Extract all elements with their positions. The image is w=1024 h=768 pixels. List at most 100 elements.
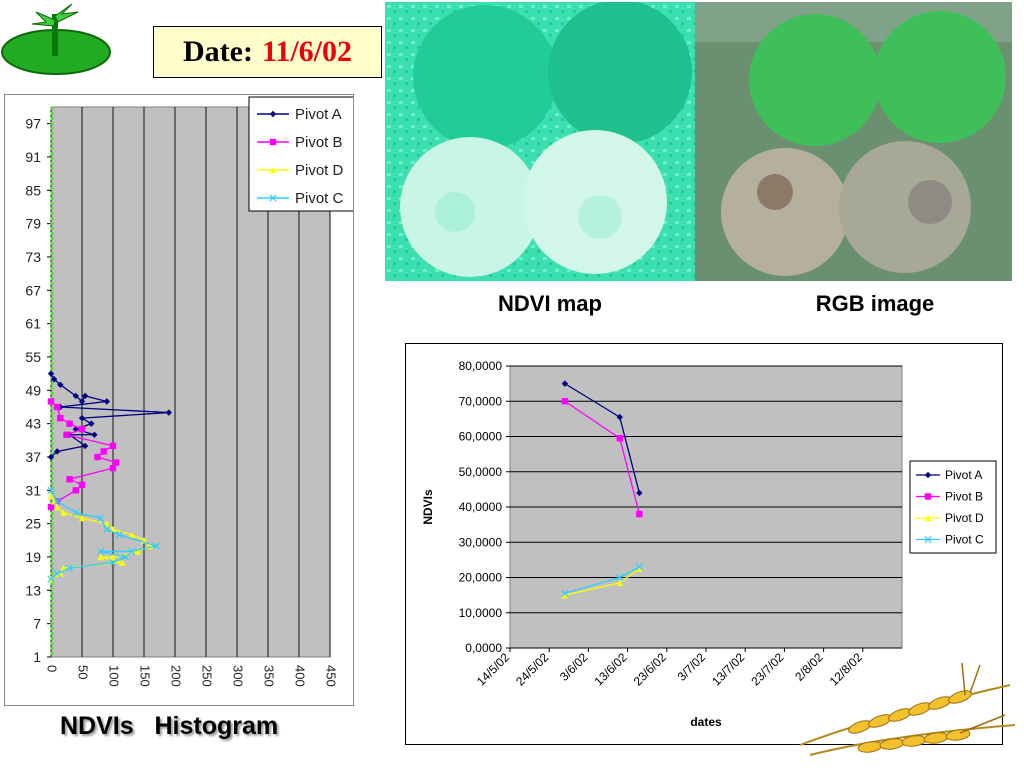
histogram-y-tick-label: 85	[25, 182, 41, 198]
histogram-point-pivot-c	[65, 564, 74, 572]
line-y-tick-label: 20,0000	[459, 571, 503, 585]
line-x-tick-label: 13/6/02	[592, 650, 630, 688]
histogram-y-tick-label: 49	[25, 382, 41, 398]
histogram-point-pivot-c	[47, 486, 55, 494]
line-legend-marker	[924, 471, 932, 479]
histogram-point-pivot-b	[109, 464, 117, 472]
line-point-pivot-a	[636, 489, 643, 497]
wheat-illustration	[799, 662, 1016, 756]
histogram-legend-marker	[269, 166, 277, 174]
line-point-pivot-c	[635, 563, 643, 571]
histogram-point-pivot-b	[66, 420, 73, 427]
histogram-point-pivot-b	[78, 481, 86, 488]
line-y-tick-label: 40,0000	[459, 500, 503, 514]
line-y-tick-label: 10,0000	[459, 606, 503, 620]
histogram-point-pivot-b	[72, 487, 79, 494]
line-x-tick-label: 24/5/02	[513, 650, 551, 688]
histogram-point-pivot-a	[103, 398, 110, 405]
histogram-point-pivot-c	[152, 542, 161, 550]
line-point-pivot-d	[616, 579, 623, 586]
histogram-x-tick-label: 50	[76, 665, 91, 679]
line-y-tick-label: 30,0000	[459, 535, 503, 549]
line-point-pivot-b	[616, 435, 623, 442]
line-legend-label: Pivot C	[945, 533, 984, 547]
histogram-point-pivot-d	[97, 553, 104, 561]
histogram-series-line-pivot-c	[50, 490, 159, 580]
line-point-pivot-d	[636, 565, 643, 572]
histogram-point-pivot-b	[54, 403, 61, 411]
line-y-tick-label: 0,0000	[465, 641, 502, 655]
histogram-point-pivot-d	[109, 553, 117, 561]
histogram-legend-label: Pivot A	[295, 106, 342, 123]
histogram-point-pivot-c	[72, 508, 80, 517]
line-y-tick-label: 80,0000	[459, 359, 503, 373]
histogram-point-pivot-d	[78, 514, 86, 522]
histogram-point-pivot-b	[66, 476, 73, 483]
rgb-satellite-image	[695, 2, 1012, 281]
histogram-point-pivot-a	[91, 431, 98, 438]
line-point-pivot-c	[616, 573, 624, 582]
histogram-point-pivot-b	[47, 503, 55, 511]
histogram-point-pivot-a	[72, 392, 79, 400]
histogram-y-tick-label: 25	[25, 516, 41, 532]
line-point-pivot-a	[561, 380, 569, 387]
histogram-legend-marker	[269, 110, 277, 118]
line-x-tick-label: 23/7/02	[748, 650, 786, 688]
line-x-tick-label: 3/7/02	[675, 650, 709, 684]
histogram-point-pivot-c	[53, 570, 61, 578]
histogram-x-tick-label: 150	[138, 665, 153, 687]
histogram-x-tick-label: 300	[231, 665, 246, 687]
ndvi-time-series-chart: 0,0000 10,0000 20,0000 30,0000 40,0000 50,000…	[405, 343, 1003, 745]
ndvi-map-caption: NDVI map	[498, 291, 602, 316]
histogram-y-tick-label: 73	[25, 249, 41, 265]
histogram-point-pivot-b	[112, 459, 120, 466]
histogram-point-pivot-b	[63, 431, 70, 438]
histogram-point-pivot-d	[134, 548, 141, 555]
histogram-legend-label: Pivot D	[295, 162, 344, 179]
histogram-y-tick-label: 7	[33, 616, 41, 632]
histogram-legend-label: Pivot B	[295, 134, 343, 151]
line-legend-marker	[924, 535, 932, 544]
histogram-point-pivot-c	[96, 547, 105, 556]
histogram-x-tick-label: 450	[324, 665, 339, 687]
histogram-point-pivot-d	[119, 559, 126, 566]
line-y-tick-label: 70,0000	[459, 394, 503, 408]
histogram-point-pivot-a	[54, 448, 61, 455]
histogram-point-pivot-d	[128, 531, 135, 538]
histogram-y-tick-label: 97	[25, 116, 41, 132]
histogram-y-tick-label: 31	[25, 482, 41, 498]
line-x-tick-label: 13/7/02	[709, 650, 747, 688]
histogram-point-pivot-a	[88, 420, 95, 427]
ndvi-map-image	[385, 2, 695, 281]
line-point-pivot-b	[561, 398, 569, 405]
histogram-legend-label: Pivot C	[295, 190, 344, 207]
histogram-point-pivot-a	[47, 453, 55, 461]
histogram-y-tick-label: 91	[25, 149, 41, 165]
histogram-point-pivot-a	[165, 409, 172, 416]
line-legend-label: Pivot B	[945, 490, 983, 504]
histogram-y-tick-label: 79	[25, 216, 41, 232]
rgb-image-caption: RGB image	[815, 291, 935, 316]
histogram-point-pivot-b	[47, 398, 55, 405]
histogram-legend-marker	[269, 138, 277, 146]
histogram-legend-marker	[269, 194, 277, 202]
line-x-tick-label: 3/6/02	[557, 650, 591, 684]
histogram-point-pivot-c	[47, 575, 55, 583]
histogram-y-tick-label: 67	[25, 282, 41, 298]
histogram-y-tick-label: 55	[25, 349, 41, 365]
line-legend-label: Pivot D	[945, 511, 984, 525]
line-point-pivot-a	[616, 413, 623, 421]
histogram-x-tick-label: 100	[107, 665, 122, 687]
line-x-tick-label: 23/6/02	[631, 650, 669, 688]
histogram-point-pivot-a	[78, 414, 86, 422]
histogram-point-pivot-b	[100, 448, 107, 455]
histogram-point-pivot-c	[115, 531, 123, 539]
line-point-pivot-c	[561, 589, 569, 597]
ndvi-histogram-chart: 0 50 100 150 200 250 300 350 400 450 1 7 13 19 25 31 37 4…	[4, 94, 360, 706]
line-point-pivot-b	[636, 510, 643, 518]
histogram-x-tick-label: 250	[200, 665, 215, 687]
histogram-y-tick-label: 13	[25, 582, 41, 598]
histogram-legend	[248, 96, 360, 212]
date-value: 11/6/02	[261, 35, 352, 68]
histogram-point-pivot-a	[81, 392, 89, 400]
